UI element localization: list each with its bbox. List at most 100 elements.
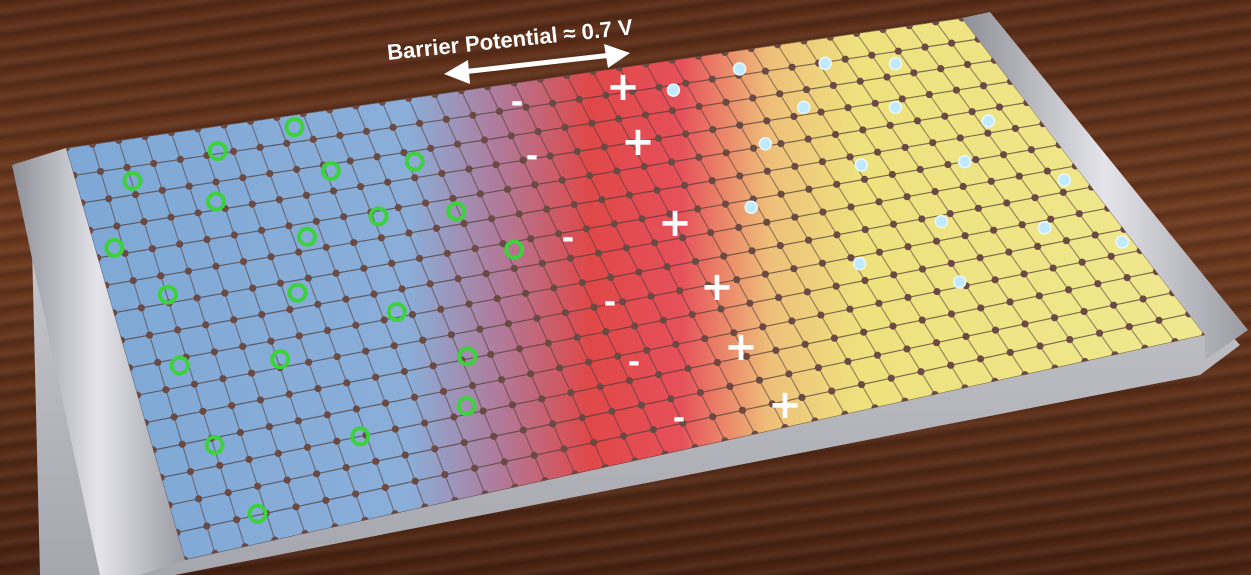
lattice-atom [788,63,796,71]
lattice-bond [160,275,170,304]
lattice-atom [991,326,1000,334]
lattice-bond [270,335,300,342]
lattice-bond [501,379,513,406]
lattice-atom [573,147,581,156]
lattice-bond [844,58,861,82]
lattice-bond [193,384,204,412]
lattice-bond [861,377,892,386]
lattice-bond [522,429,535,456]
lattice-atom [140,218,148,226]
lattice-bond [762,320,792,328]
lattice-bond [472,110,500,116]
lattice-bond [791,66,808,90]
lattice-bond [464,435,494,444]
lattice-bond [951,42,969,65]
lattice-bond [231,399,261,407]
lattice-atom [804,135,812,143]
lattice-atom [360,264,368,272]
lattice-bond [935,342,952,366]
lattice-bond [279,194,307,201]
lattice-bond [546,208,560,235]
lattice-bond [833,80,861,87]
lattice-bond [836,234,852,259]
lattice-bond [780,143,796,167]
lattice-atom [1021,320,1029,328]
lattice-bond [902,93,930,100]
lattice-bond [1037,246,1054,269]
lattice-atom [305,358,313,366]
lattice-atom [556,364,564,372]
lattice-atom [476,190,484,198]
lattice-bond [134,194,145,222]
lattice-atom [1095,329,1104,337]
lattice-bond [1129,319,1160,328]
lattice-bond [850,201,880,208]
lattice-atom [394,204,402,212]
lattice-bond [717,355,747,364]
lattice-bond [694,261,709,286]
lattice-atom [887,374,895,382]
lattice-atom [932,237,941,245]
lattice-bond [712,129,727,154]
lattice-bond [463,442,476,469]
lattice-bond [599,386,613,412]
lattice-bond [980,307,997,331]
lattice-bond [468,168,481,195]
lattice-bond [325,493,356,501]
lattice-bond [490,348,520,356]
lattice-bond [504,454,535,463]
left-frame-rail [12,148,185,575]
lattice-atom [323,326,332,335]
lattice-bond [135,189,163,196]
lattice-bond [542,257,571,264]
lattice-atom [995,103,1004,111]
lattice-atom [488,215,496,223]
lattice-atom [411,477,419,485]
lattice-atom [415,254,424,263]
lattice-bond [189,181,217,187]
electron-ring [456,396,477,417]
lattice-atom [362,347,370,355]
lattice-atom [1123,274,1131,282]
lattice-bond [871,54,888,78]
lattice-bond [821,161,838,185]
hole-dot [1115,235,1130,249]
lattice-atom [588,119,596,127]
lattice-bond [924,46,942,70]
lattice-atom [961,232,969,240]
lattice-bond [566,75,580,100]
lattice-bond [1094,234,1112,257]
lattice-bond [196,292,225,299]
lattice-bond [550,150,578,157]
lattice-bond [979,358,996,382]
negative-charge: - [604,285,616,320]
lattice-bond [563,441,594,450]
lattice-bond [935,18,963,23]
lattice-atom [999,151,1008,159]
lattice-atom [578,414,586,422]
lattice-bond [525,107,539,132]
lattice-bond [864,280,880,304]
lattice-bond [513,78,541,84]
lattice-atom [925,90,933,99]
electron-ring [320,160,341,181]
lattice-atom [276,279,285,287]
lattice-bond [242,340,272,348]
lattice-atom [642,60,650,68]
lattice-bond [898,46,926,52]
lattice-bond [1046,170,1064,193]
lattice-bond [645,59,673,65]
positive-charge: + [658,200,692,246]
lattice-bond [161,190,172,218]
lattice-bond [977,207,995,231]
lattice-atom [254,482,262,490]
lattice-bond [711,78,727,103]
lattice-atom [421,419,429,427]
lattice-bond [445,119,459,145]
lattice-atom [563,71,571,79]
lattice-bond [1113,298,1144,306]
lattice-bond [1024,323,1041,347]
lattice-bond [685,133,700,158]
lattice-bond [419,118,447,124]
lattice-bond [404,365,434,373]
